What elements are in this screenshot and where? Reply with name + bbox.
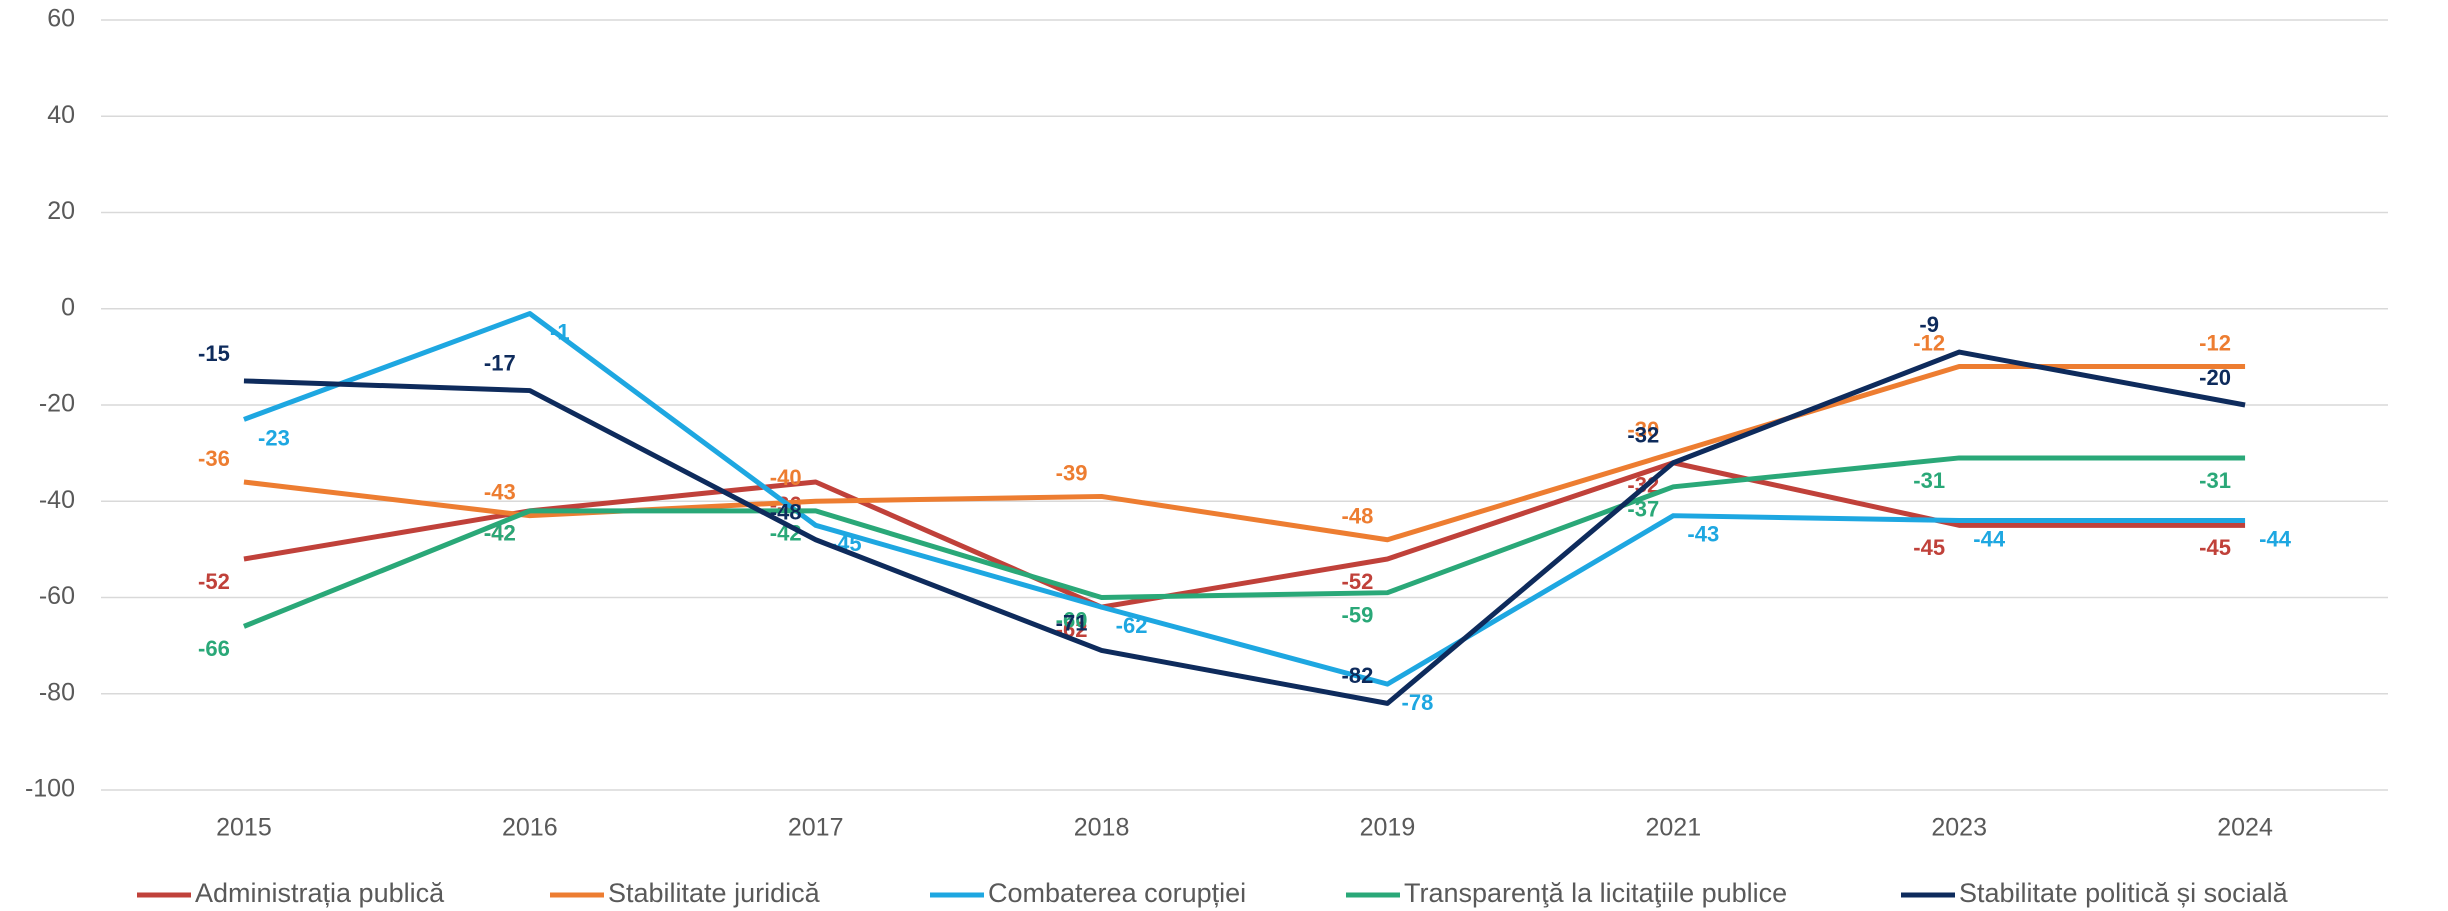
data-label: -32 [1627,423,1659,448]
data-label: -31 [2199,468,2231,493]
data-label: -1 [550,319,570,344]
data-label: -43 [484,480,516,505]
y-tick-label: -60 [39,582,75,610]
data-label: -78 [1402,690,1434,715]
data-label: -43 [1687,522,1719,547]
data-label: -45 [2199,535,2231,560]
data-label: -52 [198,569,230,594]
data-label: -39 [1056,460,1088,485]
data-label: -9 [1919,312,1939,337]
legend-label: Transparenţă la licitaţiile publice [1404,878,1787,908]
y-tick-label: 20 [47,197,75,225]
data-label: -48 [1342,504,1374,529]
data-label: -12 [1913,330,1945,355]
y-tick-label: -20 [39,390,75,418]
data-label: -52 [1342,569,1374,594]
x-tick-label: 2023 [1931,814,1987,842]
x-tick-label: 2019 [1360,814,1416,842]
x-tick-label: 2024 [2217,814,2273,842]
data-label: -71 [1056,610,1088,635]
legend-label: Combaterea corupției [988,878,1246,908]
y-tick-label: 60 [47,5,75,33]
data-label: -82 [1342,663,1374,688]
data-label: -17 [484,350,516,375]
data-label: -44 [2259,526,2292,551]
data-label: -44 [1973,526,2006,551]
data-label: -40 [770,465,802,490]
y-tick-label: 0 [61,293,75,321]
y-tick-label: -40 [39,486,75,514]
series-line [243,349,2246,706]
data-label: -15 [198,341,230,366]
data-label: -59 [1342,603,1374,628]
legend-label: Stabilitate juridică [608,878,821,908]
data-label: -37 [1627,497,1659,522]
series-line [243,455,2246,629]
legend-label: Stabilitate politică și socială [1959,878,2289,908]
data-label: -66 [198,636,230,661]
series-line [243,311,2246,687]
data-label: -42 [484,521,516,546]
data-label: -31 [1913,468,1945,493]
data-label: -23 [258,425,290,450]
data-label: -45 [1913,535,1945,560]
data-label: -30 [1627,417,1659,442]
x-tick-label: 2015 [216,814,272,842]
x-tick-label: 2018 [1074,814,1130,842]
legend-label: Administrația publică [195,878,445,908]
data-label: -62 [1116,613,1148,638]
y-tick-label: -80 [39,678,75,706]
data-label: -36 [198,446,230,471]
y-tick-label: -100 [25,775,75,803]
series-line [243,460,2246,610]
data-label: -20 [2199,365,2231,390]
series-line [243,364,2246,543]
data-label: -60 [1056,607,1088,632]
x-tick-label: 2021 [1646,814,1702,842]
x-tick-label: 2017 [788,814,844,842]
data-label: -48 [770,500,802,525]
data-label: -12 [2199,330,2231,355]
y-tick-label: 40 [47,101,75,129]
x-tick-label: 2016 [502,814,558,842]
